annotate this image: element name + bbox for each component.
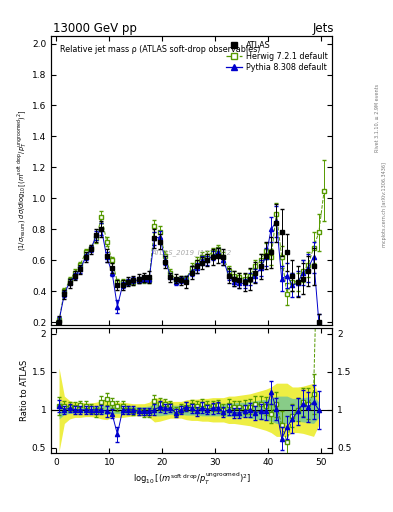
Text: mcplots.cern.ch [arXiv:1306.3436]: mcplots.cern.ch [arXiv:1306.3436] — [382, 162, 387, 247]
Legend: ATLAS, Herwig 7.2.1 default, Pythia 8.308 default: ATLAS, Herwig 7.2.1 default, Pythia 8.30… — [224, 38, 330, 74]
Y-axis label: $(1/\sigma_{\rm resum})\ d\sigma/d\log_{10}[(m^{\rm soft\ drop}/p_T^{\rm ungroom: $(1/\sigma_{\rm resum})\ d\sigma/d\log_{… — [16, 110, 29, 251]
Text: Relative jet mass ρ (ATLAS soft-drop observables): Relative jet mass ρ (ATLAS soft-drop obs… — [59, 45, 260, 54]
X-axis label: $\log_{10}[(m^{\rm soft\ drop}/p_T^{\rm ungroomed})^2]$: $\log_{10}[(m^{\rm soft\ drop}/p_T^{\rm … — [132, 471, 251, 487]
Text: 13000 GeV pp: 13000 GeV pp — [53, 22, 137, 35]
Y-axis label: Ratio to ATLAS: Ratio to ATLAS — [20, 360, 29, 421]
Text: Rivet 3.1.10, ≥ 2.9M events: Rivet 3.1.10, ≥ 2.9M events — [375, 83, 380, 152]
Text: Jets: Jets — [312, 22, 334, 35]
Text: ATLAS_2019_I1772062: ATLAS_2019_I1772062 — [151, 249, 232, 256]
